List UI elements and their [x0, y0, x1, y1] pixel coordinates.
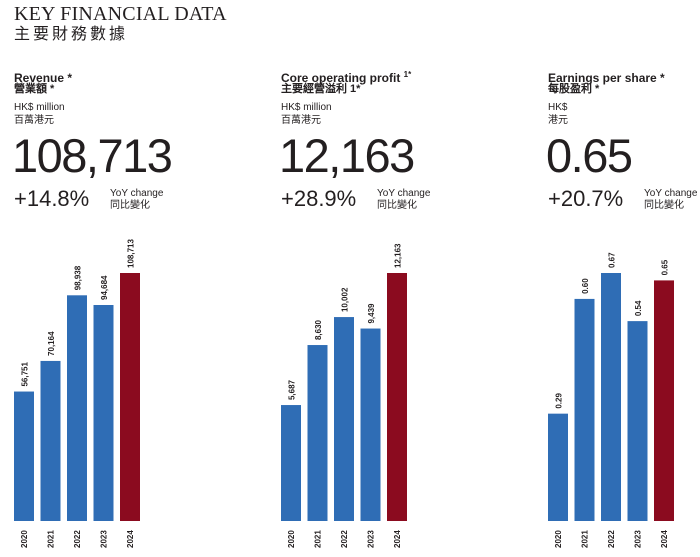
bar-2023 [360, 328, 381, 521]
x-tick-label: 2023 [100, 530, 109, 548]
x-tick-label: 2020 [287, 530, 296, 548]
earnings-per-share-panel: Earnings per share * 每股盈利 * HK$ 港元 0.65 … [546, 68, 700, 548]
bar-value-label: 94,684 [100, 275, 109, 300]
panel-title: Core operating profit 1* [281, 68, 411, 85]
panel-headline-value: 0.65 [546, 129, 633, 182]
panel-yoy-change: +28.9% [281, 186, 357, 211]
revenue-panel: Revenue * 營業額 * HK$ million 百萬港元 108,713… [12, 68, 214, 548]
bar-value-label: 5,687 [288, 379, 297, 400]
bar-2022 [334, 317, 354, 521]
bar-value-label: 10,002 [341, 287, 350, 312]
bar-value-label: 98,938 [74, 265, 83, 290]
panel-title-text: Core operating profit [281, 71, 404, 85]
bar-2024 [654, 280, 674, 521]
bar-2023 [627, 321, 648, 521]
x-tick-label: 2023 [367, 530, 376, 548]
x-tick-label: 2022 [607, 530, 616, 548]
bar-2021 [40, 360, 61, 521]
x-tick-label: 2024 [660, 530, 669, 548]
bar-value-label: 70,164 [47, 331, 56, 356]
bar-2021 [574, 298, 595, 521]
panel-yoy-label: YoY change [644, 188, 698, 199]
earnings-per-share-bar-chart: 0.29 2020 0.60 2021 0.67 2022 0.54 2023 0.65 2024 [548, 252, 674, 548]
panel-headline-value: 108,713 [12, 129, 173, 182]
bar-value-label: 9,439 [367, 303, 376, 324]
panel-title-zh: 主要經營溢利 1* [281, 83, 361, 95]
bar-2021 [307, 345, 328, 521]
x-tick-label: 2020 [20, 530, 29, 548]
x-tick-label: 2023 [634, 530, 643, 548]
x-tick-label: 2022 [73, 530, 82, 548]
bar-value-label: 0.54 [634, 300, 643, 316]
panel-yoy-label-zh: 同比變化 [644, 200, 684, 211]
panel-yoy-change: +14.8% [14, 186, 90, 211]
panel-unit-zh: 百萬港元 [14, 115, 54, 126]
bar-value-label: 108,713 [127, 239, 136, 268]
page-subtitle: 主要財務數據 [14, 24, 129, 43]
x-tick-label: 2021 [314, 530, 323, 548]
x-tick-label: 2022 [340, 530, 349, 548]
bar-2022 [67, 295, 87, 521]
panel-unit-zh: 百萬港元 [281, 115, 321, 126]
panel-unit: HK$ million [14, 102, 65, 113]
bar-value-label: 8,630 [314, 319, 323, 340]
bar-value-label: 12,163 [394, 243, 403, 268]
panel-title-text: Earnings per share * [548, 71, 665, 85]
bar-2020 [548, 413, 568, 521]
core-operating-profit-panel: Core operating profit 1* 主要經營溢利 1* HK$ m… [279, 68, 481, 548]
bar-2023 [93, 305, 114, 521]
core-operating-profit-bar-chart: 5,687 2020 8,630 2021 10,002 2022 9,439 2023 12,… [281, 243, 407, 548]
panel-yoy-change: +20.7% [548, 186, 624, 211]
x-tick-label: 2024 [126, 530, 135, 548]
bar-value-label: 0.29 [555, 393, 564, 409]
panel-unit: HK$ million [281, 102, 332, 113]
bar-2024 [387, 273, 407, 521]
panel-title-zh: 每股盈利 * [548, 83, 600, 95]
panel-title: Revenue * [14, 68, 72, 85]
panel-headline-value: 12,163 [279, 129, 415, 182]
bar-2020 [14, 391, 34, 521]
bar-2022 [601, 273, 621, 521]
panel-yoy-label: YoY change [110, 188, 164, 199]
panel-unit-zh: 港元 [548, 115, 568, 126]
panel-unit: HK$ [548, 102, 568, 113]
page-title: KEY FINANCIAL DATA [14, 3, 227, 25]
x-tick-label: 2024 [393, 530, 402, 548]
bar-value-label: 56,751 [21, 362, 30, 387]
x-tick-label: 2021 [581, 530, 590, 548]
panel-yoy-label-zh: 同比變化 [377, 200, 417, 211]
panel-title-sup: 1* [403, 70, 412, 79]
panel-title: Earnings per share * [548, 68, 665, 85]
panel-title-zh: 營業額 * [14, 83, 55, 95]
revenue-bar-chart: 56,751 2020 70,164 2021 98,938 2022 94,684 2023… [14, 239, 140, 548]
bar-2024 [120, 273, 140, 521]
panel-yoy-label-zh: 同比變化 [110, 200, 150, 211]
bar-value-label: 0.67 [608, 252, 617, 268]
bar-value-label: 0.60 [581, 278, 590, 294]
bar-value-label: 0.65 [661, 259, 670, 275]
x-tick-label: 2021 [47, 530, 56, 548]
panel-yoy-label: YoY change [377, 188, 431, 199]
x-tick-label: 2020 [554, 530, 563, 548]
bar-2020 [281, 405, 301, 521]
panel-title-text: Revenue * [14, 71, 73, 85]
